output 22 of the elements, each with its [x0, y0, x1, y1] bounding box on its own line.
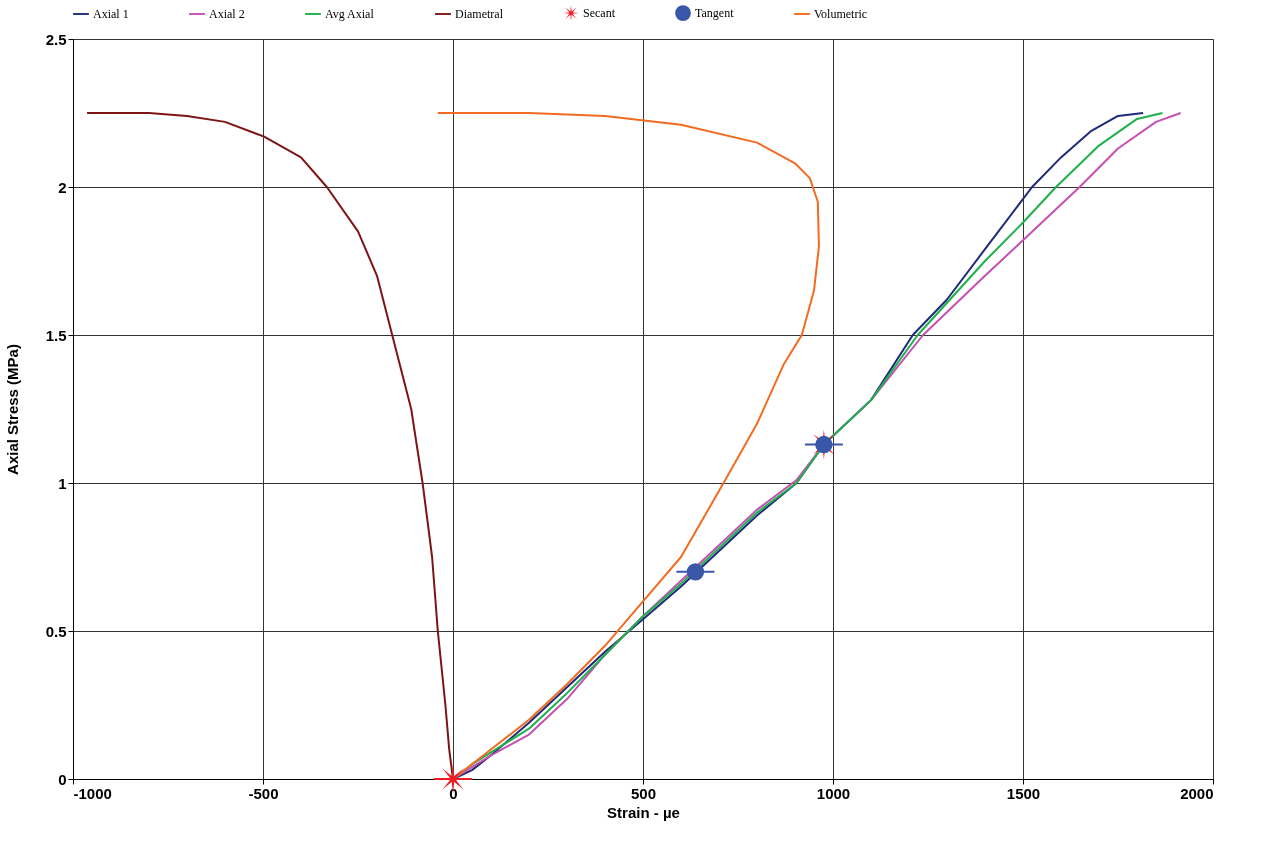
- y-tick-label: 0.5: [45, 622, 67, 640]
- legend-label: Diametral: [455, 7, 504, 21]
- x-tick-label: 1000: [816, 784, 851, 802]
- x-tick-label: -1000: [73, 784, 112, 802]
- x-tick-label: 2000: [1180, 784, 1214, 802]
- y-tick-label: 1: [58, 474, 67, 492]
- y-tick-label: 2: [58, 178, 67, 196]
- y-tick-label: 0: [58, 770, 67, 788]
- y-tick-label: 1.5: [45, 326, 67, 344]
- legend-label: Axial 2: [209, 7, 245, 21]
- x-tick-label: 1500: [1006, 784, 1041, 802]
- legend-label: Secant: [583, 6, 616, 21]
- y-axis-title: Axial Stress (MPa): [3, 344, 21, 475]
- x-axis-title: Strain - µe: [607, 803, 680, 821]
- x-tick-label: 500: [630, 784, 657, 802]
- legend-label: Volumetric: [814, 7, 868, 21]
- legend-label: Axial 1: [93, 7, 129, 21]
- x-tick-label: -500: [248, 784, 279, 802]
- legend-label: Tangent: [695, 6, 735, 21]
- x-tick-label: 0: [449, 784, 458, 802]
- y-tick-label: 2.5: [45, 30, 67, 48]
- legend-label: Avg Axial: [325, 7, 375, 21]
